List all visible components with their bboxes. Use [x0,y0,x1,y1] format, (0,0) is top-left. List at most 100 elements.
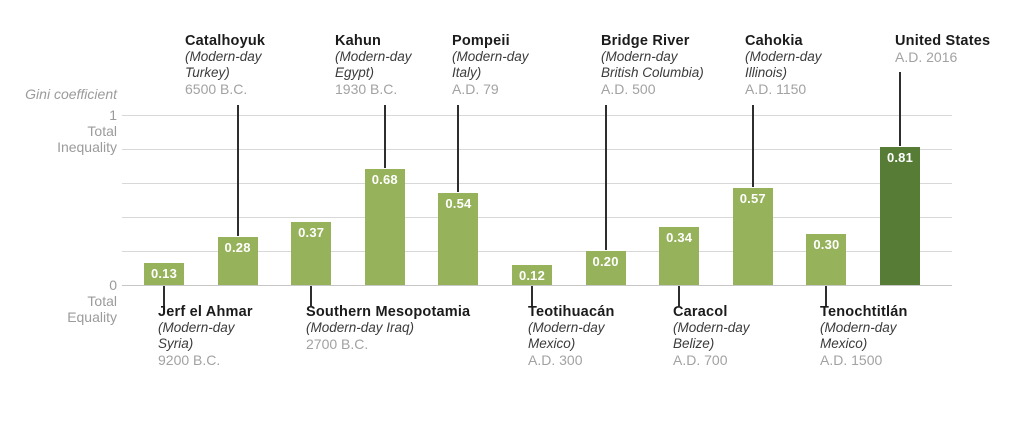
annotation-line [604,105,607,250]
city-name: Southern Mesopotamia [306,304,471,320]
annotation-line [383,105,386,169]
city-name: Cahokia [745,33,803,49]
annotation-tick [531,286,533,306]
city-name: Teotihuacán [528,304,615,320]
city-label-above: Pompeii (Modern-day Italy) A.D. 79 [452,33,529,97]
city-label-above: Catalhoyuk (Modern-day Turkey) 6500 B.C. [185,33,265,97]
city-name: Kahun [335,33,382,49]
bar-southern-mesopotamia [291,222,332,285]
city-date: A.D. 1150 [745,81,807,97]
x-axis-baseline [122,285,952,286]
city-name: Bridge River [601,33,690,49]
city-region: (Modern-day [452,49,529,64]
city-date: 9200 B.C. [158,352,221,368]
y-axis-max-value: 1 [109,107,117,123]
annotation-line [236,105,239,237]
city-region: (Modern-day [158,320,235,335]
annotation-line [457,105,460,193]
bar-teotihuac-n [512,264,552,285]
city-region: Mexico) [528,336,576,351]
bar-kahun [364,169,405,285]
annotation-tick [825,286,828,306]
city-label-above: Kahun (Modern-day Egypt) 1930 B.C. [335,33,412,97]
y-axis-min-caption-line1: Total [87,293,117,309]
city-region: Illinois) [745,65,788,80]
city-region: (Modern-day [820,320,897,335]
y-axis-min-value: 0 [109,277,117,293]
city-label-above: Bridge River (Modern-day British Columbia)… [601,33,704,97]
bar-value-label: 0.81 [886,150,914,166]
city-region: (Modern-day [745,49,822,64]
bar-caracol [659,227,700,285]
city-region: (Modern-day [185,49,262,64]
bar-united-states [880,147,920,285]
city-label-below: Jerf el Ahmar (Modern-day Syria) 9200 B.C. [158,304,253,368]
bar-value-label: 0.12 [518,267,546,283]
city-region: (Modern-day [335,49,412,64]
city-region: (Modern-day [601,49,678,64]
city-date: 6500 B.C. [185,81,248,97]
bar-catalhoyuk [217,237,258,285]
gridline [122,251,952,252]
bar-jerf-el-ahmar [144,262,184,285]
city-name: Tenochtitlán [820,304,908,320]
bar-pompeii [438,193,479,285]
city-region: Italy) [452,65,482,80]
city-date: A.D. 300 [528,352,583,368]
city-region: (Modern-day [673,320,750,335]
city-date: A.D. 500 [601,81,656,97]
chart-title: Gini coefficient [25,86,117,102]
bar-value-label: 0.30 [813,237,840,252]
city-region: Mexico) [820,336,868,351]
city-region: Belize) [673,336,715,351]
city-date: A.D. 79 [452,81,499,97]
bar-value-label: 0.57 [739,191,766,207]
city-name: Catalhoyuk [185,33,266,49]
city-date: A.D. 1500 [820,352,883,368]
bar-value-label: 0.28 [224,240,251,256]
bar-value-label: 0.68 [371,172,398,188]
y-axis-max-label: 1 Total Inequality [0,107,117,155]
city-region: (Modern-day [528,320,605,335]
city-name: Pompeii [452,33,510,49]
y-axis-min-caption-line2: Equality [67,309,117,325]
city-name: United States [895,33,991,49]
bar-value-label: 0.13 [150,265,178,281]
gridline [122,217,952,218]
bar-cahokia [732,188,773,285]
bar-value-label: 0.37 [298,225,325,241]
city-region: Egypt) [335,65,375,80]
city-name: Caracol [673,304,728,320]
city-label-above: United States A.D. 2016 [895,33,990,65]
annotation-tick [163,286,165,306]
bar-value-label: 0.34 [666,230,693,246]
city-region: British Columbia) [601,65,704,80]
city-label-below: Caracol (Modern-day Belize) A.D. 700 [673,304,750,368]
y-axis-min-label: 0 Total Equality [0,277,117,325]
bar-bridge-river [585,251,626,285]
y-axis-max-caption-line2: Inequality [57,139,117,155]
gridline [122,115,952,116]
city-label-below: Tenochtitlán (Modern-day Mexico) A.D. 1500 [820,304,908,368]
y-axis-max-caption-line1: Total [87,123,117,139]
city-region: Syria) [158,336,194,351]
bar-value-label: 0.20 [592,254,619,269]
city-label-above: Cahokia (Modern-day Illinois) A.D. 1150 [745,33,822,97]
annotation-line [751,105,754,188]
city-date: A.D. 2016 [895,49,958,65]
city-date: A.D. 700 [673,352,728,368]
annotation-tick [310,286,313,306]
annotation-line [899,72,901,147]
city-name: Jerf el Ahmar [158,304,253,320]
gridline [122,183,952,184]
bar-value-label: 0.54 [445,196,472,212]
city-date: 2700 B.C. [306,336,369,352]
city-label-below: Teotihuacán (Modern-day Mexico) A.D. 300 [528,304,615,368]
city-label-below: Southern Mesopotamia (Modern-day Iraq) 270… [306,304,470,352]
city-region: (Modern-day Iraq) [306,320,415,335]
annotation-tick [678,286,681,306]
city-region: Turkey) [185,65,230,80]
bar-tenochtitl-n [806,234,847,285]
